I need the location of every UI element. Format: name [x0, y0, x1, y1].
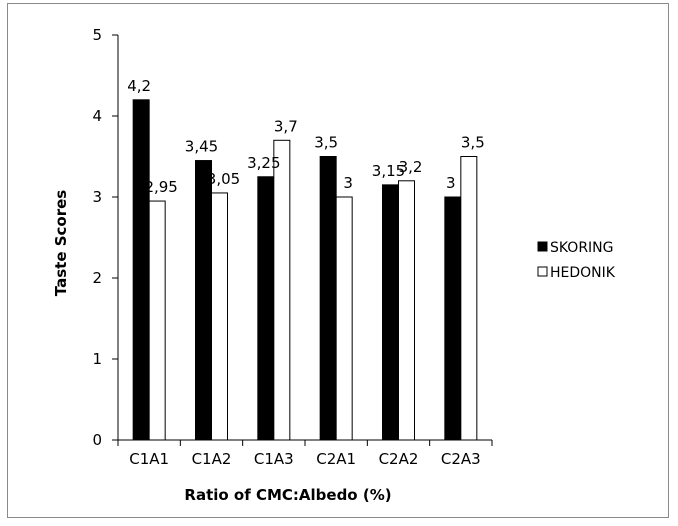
x-tick-label: C2A1 — [316, 450, 356, 468]
data-label-skoring: 3,25 — [247, 154, 280, 172]
data-label-skoring: 3,5 — [314, 134, 338, 152]
bar-hedonik — [335, 196, 353, 441]
bar-skoring — [257, 176, 275, 441]
bars — [132, 99, 478, 441]
data-label-skoring: 4,2 — [127, 77, 151, 95]
x-tick-label: C1A1 — [129, 450, 169, 468]
y-tick-label: 2 — [92, 269, 102, 287]
legend-swatch-skoring — [537, 241, 548, 252]
bar-skoring — [132, 99, 150, 441]
data-label-hedonik: 3,05 — [207, 170, 240, 188]
bar-hedonik — [460, 156, 478, 441]
data-label-skoring: 3 — [446, 174, 456, 192]
data-label-hedonik: 3,2 — [399, 158, 423, 176]
y-tick-label: 0 — [92, 431, 102, 449]
x-tick-label: C1A3 — [254, 450, 294, 468]
bar-hedonik — [211, 192, 228, 441]
x-axis: C1A1 C1A2 C1A3 C2A1 C2A2 C2A3 — [117, 439, 493, 468]
legend-label-skoring: SKORING — [550, 240, 614, 256]
data-label-hedonik: 2,95 — [144, 178, 177, 196]
bar-hedonik — [148, 200, 166, 441]
data-label-hedonik: 3,5 — [461, 134, 485, 152]
data-label-skoring: 3,15 — [372, 162, 405, 180]
legend-swatch-hedonik — [537, 266, 548, 277]
legend: SKORING HEDONIK — [537, 240, 616, 281]
data-label-hedonik: 3 — [343, 174, 353, 192]
bar-skoring — [319, 156, 337, 441]
data-labels: 4,2 2,95 3,45 3,05 3,25 3,7 3,5 3 3,153,2 3 3,5 — [127, 77, 485, 196]
x-tick-label: C1A2 — [192, 450, 232, 468]
bar-skoring — [382, 184, 399, 441]
x-axis-title: Ratio of CMC:Albedo (%) — [184, 486, 391, 504]
bar-hedonik — [398, 180, 415, 441]
data-label-hedonik: 3,7 — [274, 117, 298, 135]
data-label-skoring: 3,45 — [185, 138, 218, 156]
bar-skoring — [195, 160, 212, 441]
legend-label-hedonik: HEDONIK — [550, 265, 616, 281]
y-axis: 0 1 2 3 4 5 — [92, 26, 119, 449]
y-tick-label: 5 — [92, 26, 102, 44]
y-tick-label: 1 — [92, 350, 102, 368]
y-tick-label: 3 — [92, 188, 102, 206]
x-tick-label: C2A3 — [441, 450, 481, 468]
y-axis-title: Taste Scores — [52, 190, 70, 296]
bar-hedonik — [273, 139, 291, 441]
bar-skoring — [444, 196, 462, 441]
x-tick-label: C2A2 — [379, 450, 419, 468]
y-tick-label: 4 — [92, 107, 102, 125]
